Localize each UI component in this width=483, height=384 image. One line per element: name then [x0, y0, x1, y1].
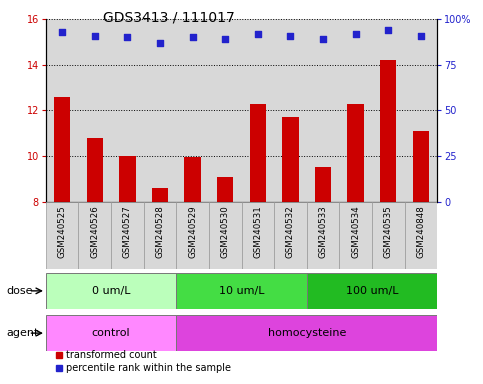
Bar: [144, 202, 176, 269]
Text: GSM240534: GSM240534: [351, 205, 360, 258]
Bar: [380, 60, 397, 202]
Text: dose: dose: [6, 286, 33, 296]
Point: [221, 36, 229, 42]
Bar: [46, 273, 176, 309]
Text: homocysteine: homocysteine: [268, 328, 346, 338]
Bar: [274, 19, 307, 202]
Point: [124, 35, 131, 41]
Point: [156, 40, 164, 46]
Bar: [176, 273, 307, 309]
Text: GSM240532: GSM240532: [286, 205, 295, 258]
Bar: [217, 177, 233, 202]
Point: [319, 36, 327, 42]
Text: GSM240529: GSM240529: [188, 205, 197, 258]
Text: GSM240533: GSM240533: [318, 205, 327, 258]
Bar: [46, 19, 79, 202]
Bar: [209, 202, 242, 269]
Bar: [339, 19, 372, 202]
Bar: [405, 202, 437, 269]
Bar: [339, 202, 372, 269]
Bar: [78, 202, 111, 269]
Point: [384, 27, 392, 33]
Text: GSM240535: GSM240535: [384, 205, 393, 258]
Bar: [176, 19, 209, 202]
Bar: [176, 202, 209, 269]
Point: [58, 29, 66, 35]
Bar: [274, 202, 307, 269]
Bar: [209, 19, 242, 202]
Bar: [347, 104, 364, 202]
Text: GSM240528: GSM240528: [156, 205, 165, 258]
Bar: [144, 19, 176, 202]
Legend: transformed count, percentile rank within the sample: transformed count, percentile rank withi…: [51, 346, 235, 377]
Point: [352, 31, 359, 37]
Text: GSM240525: GSM240525: [57, 205, 67, 258]
Bar: [307, 202, 339, 269]
Bar: [111, 19, 144, 202]
Bar: [46, 202, 79, 269]
Text: GSM240848: GSM240848: [416, 205, 426, 258]
Bar: [250, 104, 266, 202]
Bar: [119, 156, 136, 202]
Bar: [54, 97, 71, 202]
Bar: [315, 167, 331, 202]
Point: [91, 33, 99, 39]
Text: GSM240531: GSM240531: [253, 205, 262, 258]
Bar: [78, 19, 111, 202]
Point: [417, 33, 425, 39]
Bar: [185, 157, 201, 202]
Text: GDS3413 / 111017: GDS3413 / 111017: [103, 11, 235, 25]
Text: 10 um/L: 10 um/L: [219, 286, 264, 296]
Text: GSM240526: GSM240526: [90, 205, 99, 258]
Text: agent: agent: [6, 328, 39, 338]
Bar: [372, 202, 405, 269]
Bar: [307, 19, 339, 202]
Point: [189, 35, 197, 41]
Bar: [307, 273, 437, 309]
Bar: [372, 19, 405, 202]
Text: 100 um/L: 100 um/L: [346, 286, 398, 296]
Bar: [412, 131, 429, 202]
Text: GSM240530: GSM240530: [221, 205, 230, 258]
Point: [286, 33, 294, 39]
Bar: [176, 315, 437, 351]
Bar: [242, 19, 274, 202]
Bar: [152, 188, 168, 202]
Bar: [242, 202, 274, 269]
Text: control: control: [92, 328, 130, 338]
Bar: [111, 202, 144, 269]
Text: 0 um/L: 0 um/L: [92, 286, 130, 296]
Bar: [86, 138, 103, 202]
Bar: [405, 19, 437, 202]
Text: GSM240527: GSM240527: [123, 205, 132, 258]
Point: [254, 31, 262, 37]
Bar: [282, 117, 298, 202]
Bar: [46, 315, 176, 351]
